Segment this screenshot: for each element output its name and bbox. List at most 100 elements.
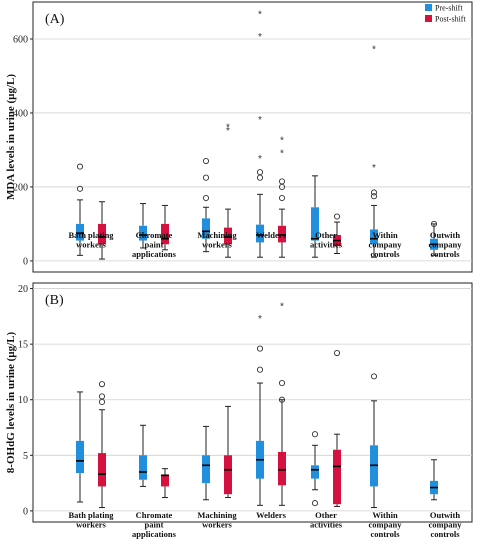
panel-b-ytick-label: 10 <box>18 395 28 406</box>
panel-a-ytick-label: 600 <box>13 34 28 45</box>
panel-b-letter: (B) <box>45 293 64 308</box>
panel-b-category-label-6: controls <box>430 529 460 539</box>
panel-a-category-label-4: Other <box>315 230 337 240</box>
panel-a-category-label-6: Outwith <box>430 230 461 240</box>
panel-a-pre-box-4 <box>311 207 319 241</box>
panel-b-category-label-1: Chromate <box>136 510 173 520</box>
panel-a-pre-box-3 <box>256 224 264 243</box>
panel-a-pre-box-5 <box>370 229 378 245</box>
panel-a-category-label-4: activities <box>310 240 343 250</box>
panel-a-pre-box-5-outlier <box>370 193 378 200</box>
panel-a-pre-box-2-outlier <box>202 157 210 165</box>
panel-a-category-label-1: Chromate <box>136 230 173 240</box>
panel-a-category-label-5: Within <box>372 230 398 240</box>
panel-a-pre-box-3-extreme: * <box>258 154 262 165</box>
panel-a-pre-box-0 <box>76 223 84 241</box>
panel-b-ylabel: 8-OHdG levels in urine (µg/L) <box>5 331 17 473</box>
panel-a-post-box-0 <box>98 223 106 245</box>
panel-b-pre-box-5-outlier <box>370 373 378 380</box>
panel-a-ylabel: MDA levels in urine (µg/L) <box>5 74 17 200</box>
panel-a-pre-box-0-outlier <box>76 163 84 170</box>
panel-a-post-box-3-extreme: * <box>280 148 284 159</box>
legend-swatch-pre <box>425 4 432 11</box>
panel-a-category-label-5: company <box>368 240 402 250</box>
panel-b-post-box-3 <box>278 451 286 486</box>
panel-b-pre-box-4 <box>311 465 319 479</box>
panel-a-pre-box-1 <box>139 225 147 241</box>
panel-b-post-box-3-outlier <box>278 396 286 403</box>
panel-a-category-label-0: Bath plating <box>68 230 114 240</box>
panel-a-category-label-1: paint <box>145 240 164 250</box>
panel-b-category-label-0: workers <box>76 520 106 530</box>
panel-a-ytick-label: 200 <box>13 182 28 193</box>
panel-b-post-box-4 <box>333 449 341 505</box>
panel-b-post-box-0-outlier <box>98 393 106 400</box>
panel-b-ytick-label: 0 <box>23 506 28 517</box>
panel-b-category-label-5: company <box>368 520 402 530</box>
panel-b-category-label-4: Other <box>315 510 337 520</box>
panel-b-category-label-0: Bath plating <box>68 510 114 520</box>
panel-a-pre-box-0-outlier <box>76 185 84 192</box>
panel-b-category-label-3: Welders <box>256 510 286 520</box>
panel-b-category-label-5: controls <box>370 529 400 539</box>
panel-b-category-label-4: activities <box>310 520 343 530</box>
panel-b-category-label-1: paint <box>145 520 164 530</box>
legend-swatch-post <box>425 15 432 22</box>
panel-b-frame <box>32 282 473 523</box>
panel-b-category-label-6: company <box>428 520 462 530</box>
panel-a-ytick-label: 400 <box>13 108 28 119</box>
panel-a-category-label-2: workers <box>202 240 232 250</box>
legend-label-pre: Pre-shift <box>435 4 463 13</box>
panel-a-post-box-3-outlier <box>278 178 286 185</box>
panel-a-pre-box-3-outlier <box>256 169 264 176</box>
panel-a-post-box-2-extreme: * <box>226 122 230 133</box>
panel-a-post-box-3-extreme: * <box>280 135 284 146</box>
panel-a-category-label-3: Welders <box>256 230 286 240</box>
panel-b-ytick-label: 5 <box>23 451 28 462</box>
panel-b-post-box-0-outlier <box>98 381 106 388</box>
panel-b-pre-box-4-outlier <box>311 431 319 438</box>
panel-a-pre-box-3-extreme: * <box>258 10 262 21</box>
panel-a-pre-box-2-outlier <box>202 194 210 202</box>
panel-b-pre-box-3-outlier <box>256 345 264 352</box>
panel-a-frame <box>32 1 473 273</box>
legend-label-post: Post-shift <box>435 15 466 24</box>
panel-b-post-box-4-outlier <box>333 349 341 357</box>
panel-a-category-label-0: workers <box>76 240 106 250</box>
panel-a-post-box-1 <box>161 223 169 245</box>
panel-a-pre-box-5-outlier <box>370 189 378 196</box>
panel-a-post-box-3-outlier <box>278 194 286 202</box>
panel-b-post-box-2 <box>224 455 232 495</box>
panel-b-category-label-6: Outwith <box>430 510 461 520</box>
panel-a-post-box-2 <box>224 227 232 245</box>
panel-a-pre-box-3-extreme: * <box>258 32 262 43</box>
panel-b-post-box-1 <box>161 475 169 487</box>
panel-a-post-box-4-outlier <box>333 213 341 220</box>
panel-a-pre-box-3-extreme: * <box>258 115 262 126</box>
panel-b-pre-box-2 <box>202 455 210 484</box>
panel-a-category-label-5: controls <box>370 249 400 259</box>
panel-b-category-label-1: applications <box>132 529 177 539</box>
panel-a-category-label-1: applications <box>132 249 177 259</box>
panel-b-category-label-5: Within <box>372 510 398 520</box>
panel-a-pre-box-5-extreme: * <box>372 45 376 56</box>
panel-a-post-box-2-extreme: * <box>226 126 230 137</box>
panel-b-post-box-3-outlier <box>278 379 286 387</box>
panel-a-pre-box-2-outlier <box>202 174 210 181</box>
panel-b-pre-box-1 <box>139 455 147 480</box>
panel-b-pre-box-0 <box>76 440 84 474</box>
panel-b-category-label-2: workers <box>202 520 232 530</box>
panel-b-pre-box-4-outlier <box>311 500 319 507</box>
panel-b-post-box-3-extreme: * <box>280 302 284 313</box>
panel-a-category-label-6: company <box>428 240 462 250</box>
panel-b-category-label-2: Machining <box>197 510 237 520</box>
panel-a-letter: (A) <box>45 12 65 27</box>
panel-a-category-label-6: controls <box>430 249 460 259</box>
panel-a-pre-box-6-outlier <box>430 220 438 227</box>
panel-a-post-box-3 <box>278 225 286 243</box>
panel-a-pre-box-5-extreme: * <box>372 163 376 174</box>
panel-b-ytick-label: 20 <box>18 284 28 295</box>
panel-b-pre-box-3-outlier <box>256 366 264 373</box>
panel-a-ytick-label: 0 <box>23 256 28 267</box>
